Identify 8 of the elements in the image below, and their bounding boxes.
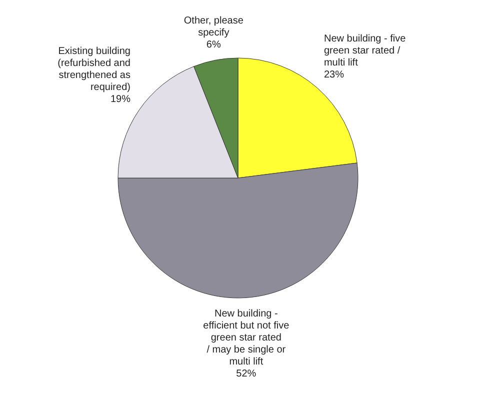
slice-label: Existing building (refurbished and strengthened as required) — [58, 46, 130, 93]
slice-label: New building - five green star rated / multi lift — [324, 33, 406, 68]
slice-label: Other, please specify — [184, 15, 244, 38]
slice-label: New building - efficient but not five green star rated / may be single or multi lift — [203, 308, 290, 368]
data-label: 23% — [324, 69, 344, 80]
data-label: 52% — [236, 368, 256, 380]
data-label: 19% — [110, 94, 131, 105]
data-label: 6% — [206, 39, 221, 50]
